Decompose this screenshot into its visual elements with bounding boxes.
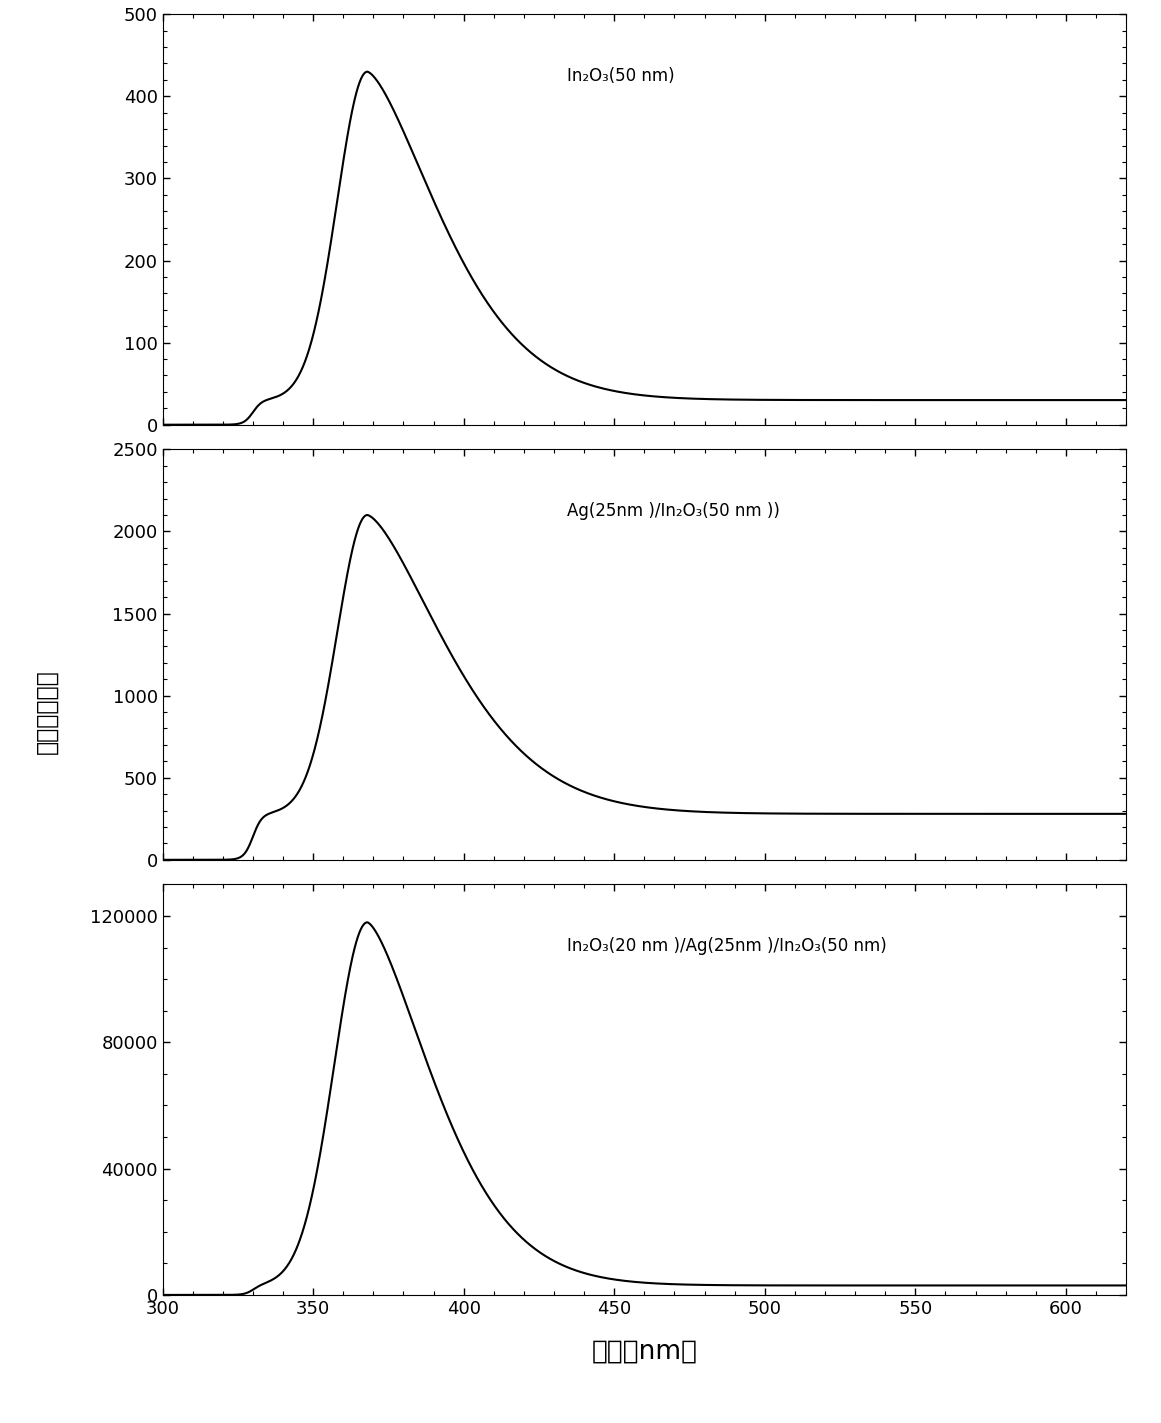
Text: Ag(25nm )/In₂O₃(50 nm )): Ag(25nm )/In₂O₃(50 nm )) [568,502,780,519]
X-axis label: 波长（nm）: 波长（nm） [591,1339,698,1365]
Text: 光致发光强度: 光致发光强度 [35,669,58,754]
Text: In₂O₃(50 nm): In₂O₃(50 nm) [568,67,675,85]
Text: In₂O₃(20 nm )/Ag(25nm )/In₂O₃(50 nm): In₂O₃(20 nm )/Ag(25nm )/In₂O₃(50 nm) [568,936,887,955]
